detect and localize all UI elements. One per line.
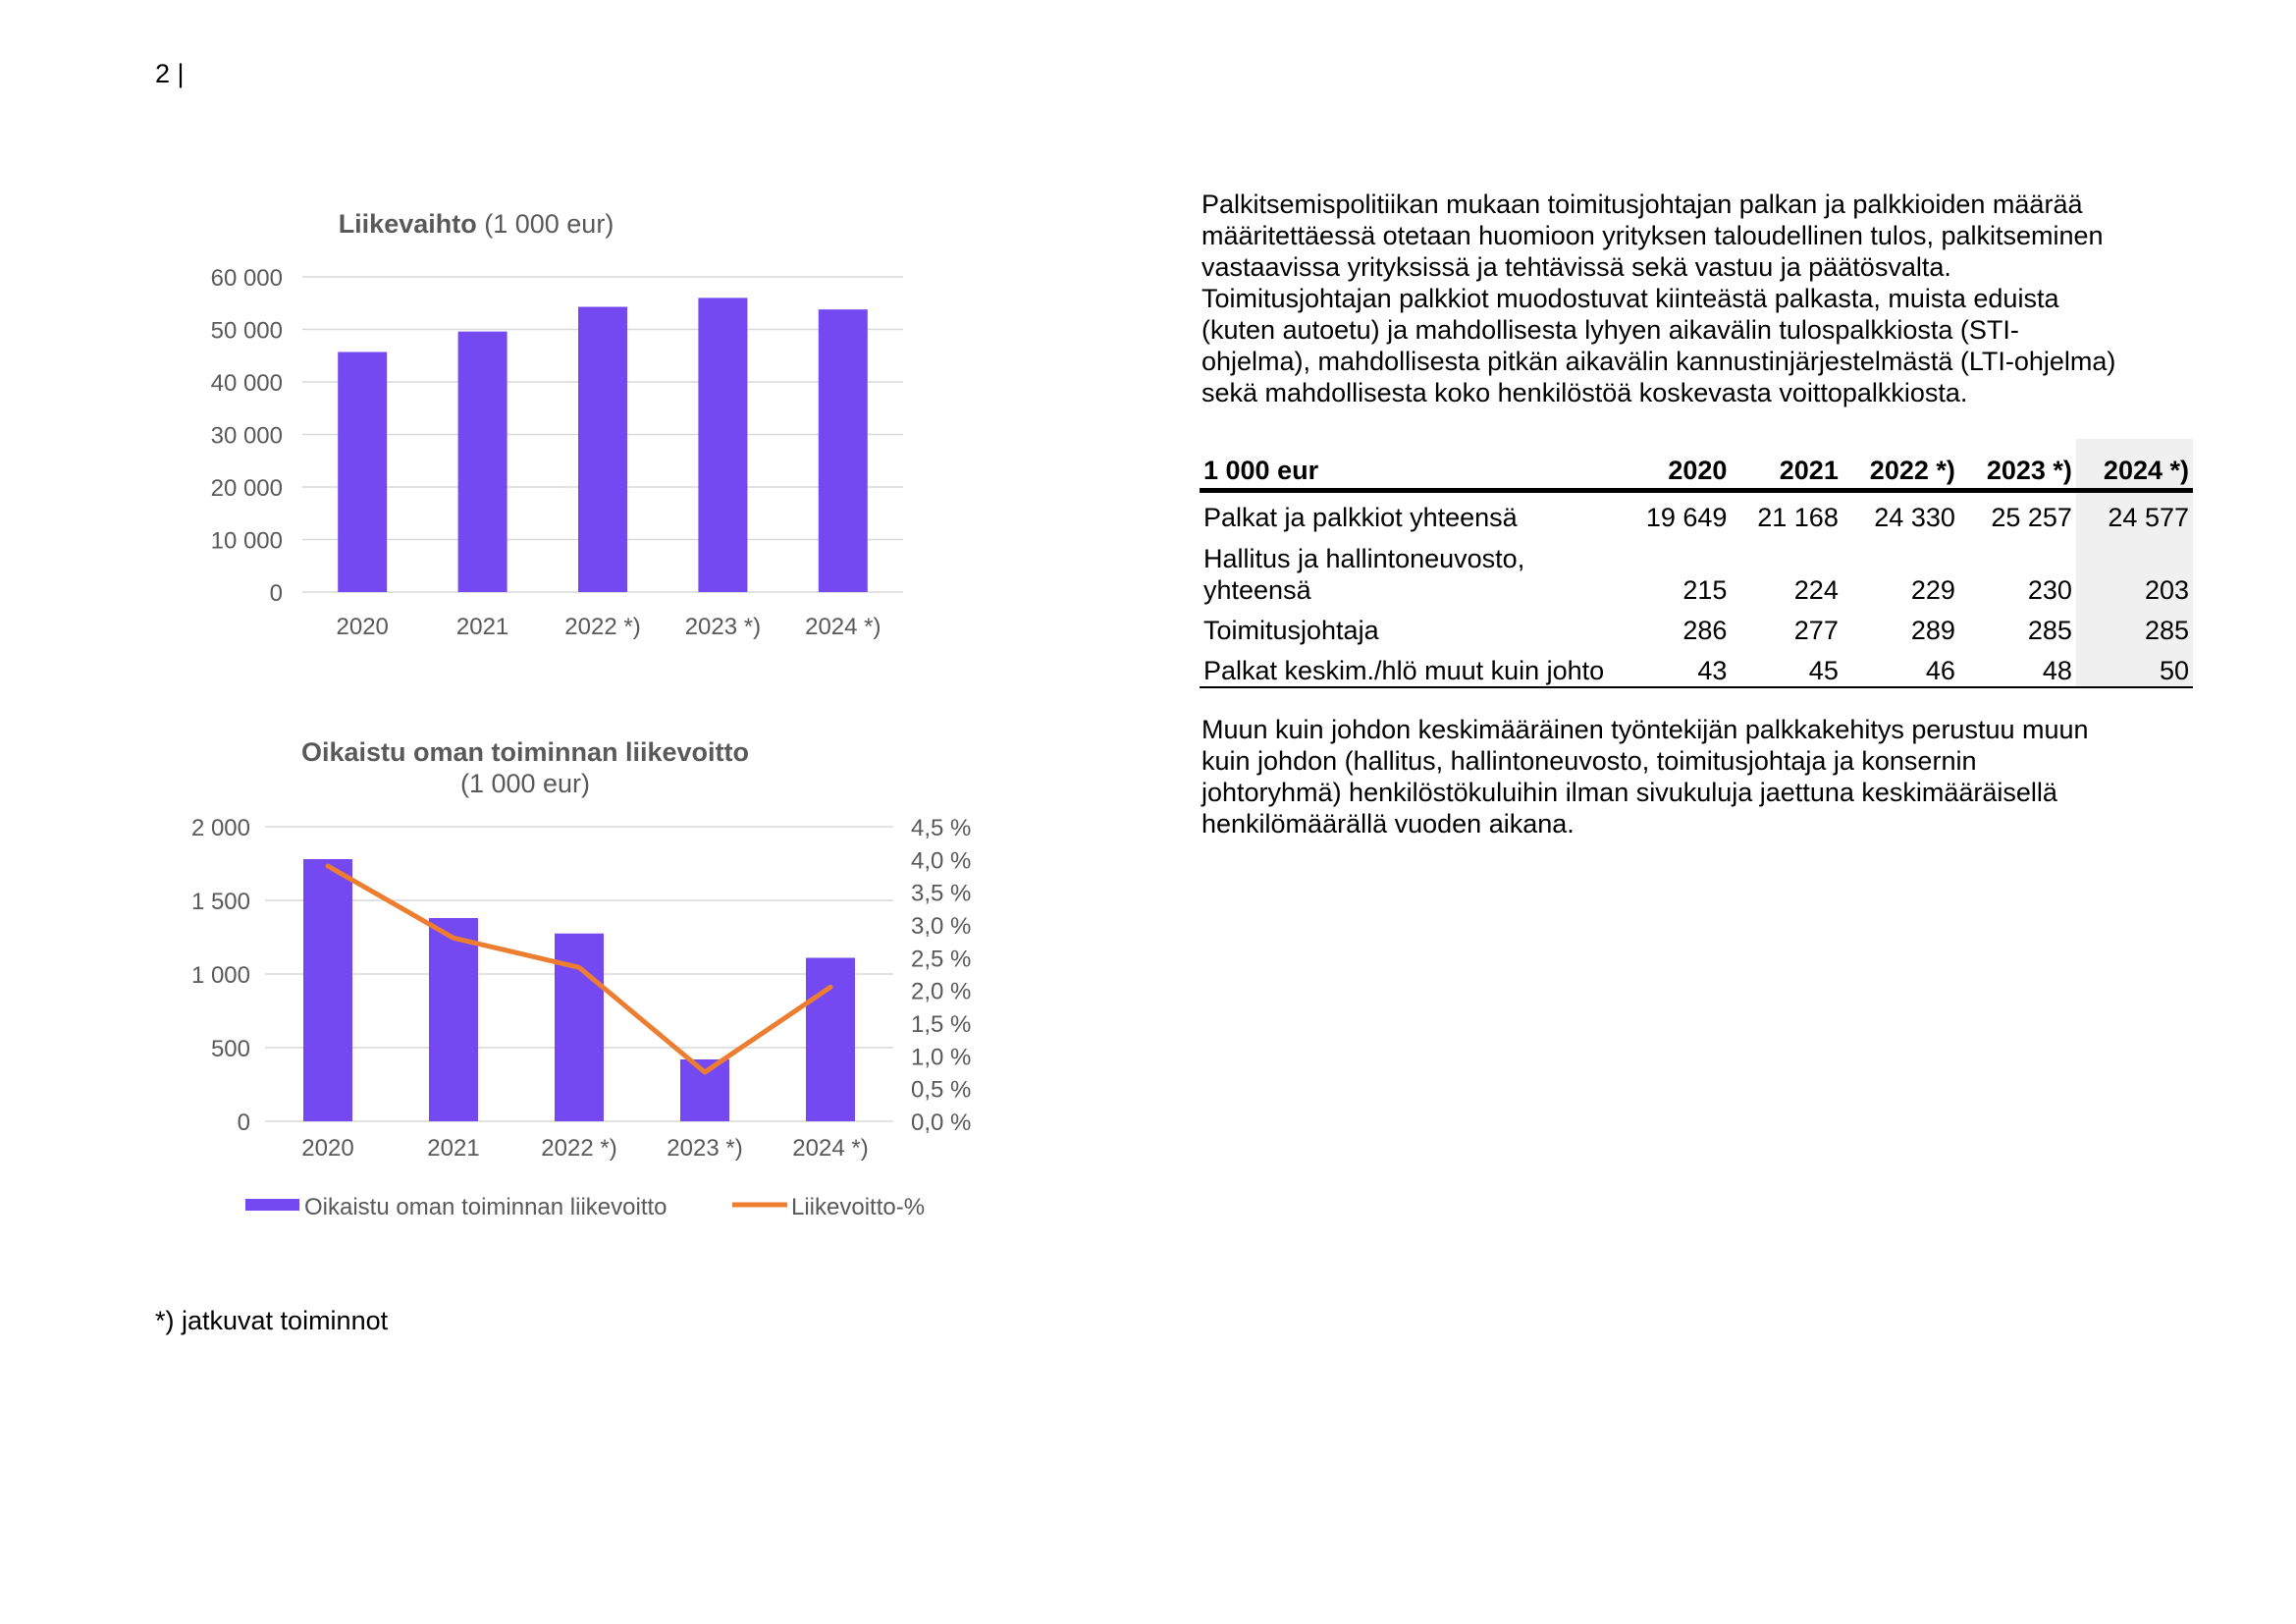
table-cell: 289 xyxy=(1910,616,1955,645)
y-tick-label: 50 000 xyxy=(211,318,283,345)
table-row-label: Palkat keskim./hlö muut kuin johto xyxy=(1200,646,1620,688)
salary-development-text: Muun kuin johdon keskimääräinen työnteki… xyxy=(1201,714,2203,839)
x-tick-label: 2024 *) xyxy=(792,1135,868,1162)
bar xyxy=(429,918,478,1121)
y-left-tick-label: 500 xyxy=(211,1036,250,1062)
table-cell: 19 649 xyxy=(1645,503,1728,532)
x-tick-label: 2023 *) xyxy=(667,1135,742,1162)
operating-profit-chart: Oikaistu oman toiminnan liikevoitto (1 0… xyxy=(167,727,991,1237)
bar xyxy=(578,306,627,592)
revenue-chart-title-unit: (1 000 eur) xyxy=(477,209,614,239)
y-tick-label: 10 000 xyxy=(211,528,283,555)
table-header-2024: 2024 *) xyxy=(2075,439,2193,493)
table-cell: 277 xyxy=(1793,616,1839,645)
x-tick-label: 2021 xyxy=(427,1135,479,1162)
y-left-tick-label: 1 000 xyxy=(191,962,250,989)
table-cell: 24 330 xyxy=(1874,503,1955,532)
table-header-2020: 2020 xyxy=(1620,439,1732,493)
table-cell: 24 577 xyxy=(2075,490,2193,533)
x-tick-label: 2022 *) xyxy=(564,614,640,640)
table-cell: 45 xyxy=(1731,646,1842,688)
table-cell: 21 168 xyxy=(1757,503,1839,532)
bar xyxy=(806,957,855,1121)
table-header-2021: 2021 xyxy=(1731,439,1842,493)
table-cell: 48 xyxy=(1958,646,2076,688)
table-row: Palkat ja palkkiot yhteensä 19 649 21 16… xyxy=(1200,490,2193,533)
y-right-tick-label: 1,5 % xyxy=(911,1011,971,1038)
table-header-2022: 2022 *) xyxy=(1842,439,1959,493)
y-tick-label: 0 xyxy=(270,580,283,607)
y-right-tick-label: 2,5 % xyxy=(911,946,971,972)
intro-paragraph: Palkitsemispolitiikan mukaan toimitusjoh… xyxy=(1201,189,2116,407)
y-right-tick-label: 1,0 % xyxy=(911,1044,971,1070)
x-tick-label: 2020 xyxy=(301,1135,353,1162)
table-header-row: 1 000 eur 2020 2021 2022 *) 2023 *) 2024… xyxy=(1200,439,2193,493)
table-row: Hallitus ja hallintoneuvosto, yhteensä 2… xyxy=(1200,533,2193,606)
y-right-tick-label: 0,5 % xyxy=(911,1077,971,1104)
y-right-tick-label: 2,0 % xyxy=(911,979,971,1005)
y-right-tick-label: 4,5 % xyxy=(911,815,971,841)
table-row-label: Palkat ja palkkiot yhteensä xyxy=(1203,503,1518,532)
table-header-2023: 2023 *) xyxy=(1958,439,2076,493)
margin-line xyxy=(325,863,833,1075)
table-row: Palkat keskim./hlö muut kuin johto 43 45… xyxy=(1200,646,2193,688)
revenue-chart-title-bold: Liikevaihto xyxy=(339,209,477,239)
remuneration-policy-text: Palkitsemispolitiikan mukaan toimitusjoh… xyxy=(1201,189,2203,408)
x-tick-label: 2022 *) xyxy=(541,1135,616,1162)
table-cell: 43 xyxy=(1620,646,1732,688)
y-tick-label: 20 000 xyxy=(211,475,283,502)
table-cell: 215 xyxy=(1682,575,1728,605)
page-number: 2 | xyxy=(155,59,185,88)
operating-profit-chart-title: Oikaistu oman toiminnan liikevoitto xyxy=(301,737,749,767)
x-tick-label: 2021 xyxy=(456,614,508,640)
table-row-label: Toimitusjohtaja xyxy=(1203,616,1379,645)
table-cell: 50 xyxy=(2075,646,2193,688)
bar xyxy=(303,859,352,1121)
table-row-label: Hallitus ja hallintoneuvosto, yhteensä xyxy=(1203,544,1525,605)
revenue-chart-title: Liikevaihto (1 000 eur) xyxy=(339,209,614,239)
table-cell: 285 xyxy=(2027,616,2072,645)
y-right-tick-label: 3,0 % xyxy=(911,913,971,940)
table-cell: 46 xyxy=(1842,646,1959,688)
table-cell: 25 257 xyxy=(1991,503,2072,532)
y-left-tick-label: 1 500 xyxy=(191,889,250,915)
x-tick-label: 2023 *) xyxy=(685,614,761,640)
y-tick-label: 30 000 xyxy=(211,423,283,450)
legend-bar-label: Oikaistu oman toiminnan liikevoitto xyxy=(304,1194,667,1220)
footnote: *) jatkuvat toiminnot xyxy=(155,1306,389,1335)
outro-paragraph: Muun kuin johdon keskimääräinen työnteki… xyxy=(1201,715,2089,839)
table-cell: 203 xyxy=(2075,533,2193,606)
compensation-table: 1 000 eur 2020 2021 2022 *) 2023 *) 2024… xyxy=(1200,439,2193,688)
y-tick-label: 60 000 xyxy=(211,265,283,292)
legend-bar-swatch xyxy=(245,1199,299,1211)
y-tick-label: 40 000 xyxy=(211,370,283,397)
x-tick-label: 2024 *) xyxy=(805,614,881,640)
bar xyxy=(818,309,868,592)
legend-line-label: Liikevoitto-% xyxy=(791,1194,925,1220)
y-left-tick-label: 2 000 xyxy=(191,815,250,841)
revenue-chart: Liikevaihto (1 000 eur) 0 10 000 20 000 30 … xyxy=(167,191,933,663)
table-cell: 229 xyxy=(1910,575,1955,605)
bar xyxy=(698,298,748,592)
table-cell: 230 xyxy=(2027,575,2072,605)
table-row: Toimitusjohtaja 286 277 289 285 285 xyxy=(1200,606,2193,646)
table-header-unit: 1 000 eur xyxy=(1200,439,1620,493)
y-right-tick-label: 4,0 % xyxy=(911,847,971,874)
y-left-tick-label: 0 xyxy=(238,1110,250,1136)
chart-legend: Oikaistu oman toiminnan liikevoitto Liik… xyxy=(245,1194,925,1220)
bar xyxy=(680,1059,729,1121)
bar xyxy=(457,331,507,592)
table-cell: 224 xyxy=(1793,575,1839,605)
table-cell: 286 xyxy=(1682,616,1728,645)
x-tick-label: 2020 xyxy=(337,614,389,640)
bar xyxy=(338,352,388,592)
operating-profit-chart-subtitle: (1 000 eur) xyxy=(460,769,590,798)
y-right-tick-label: 0,0 % xyxy=(911,1110,971,1136)
y-right-tick-label: 3,5 % xyxy=(911,881,971,907)
table-cell: 285 xyxy=(2075,606,2193,646)
